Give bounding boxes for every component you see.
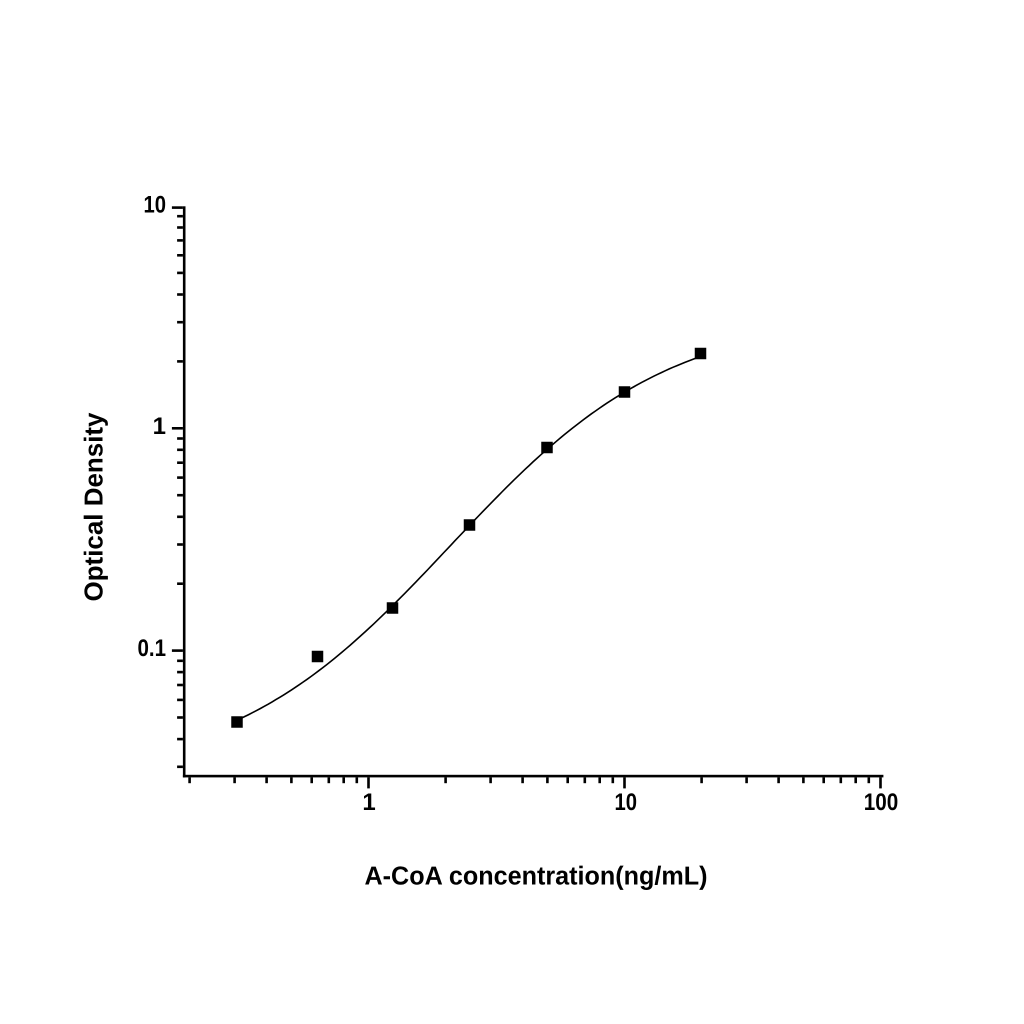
svg-text:0.1: 0.1 [138,635,167,662]
svg-text:A-CoA concentration(ng/mL): A-CoA concentration(ng/mL) [365,861,708,891]
svg-text:1: 1 [153,413,166,440]
svg-text:1: 1 [362,789,375,816]
svg-text:Optical Density: Optical Density [79,412,109,602]
svg-text:10: 10 [615,789,638,816]
svg-text:10: 10 [144,192,167,219]
svg-text:100: 100 [864,789,899,816]
